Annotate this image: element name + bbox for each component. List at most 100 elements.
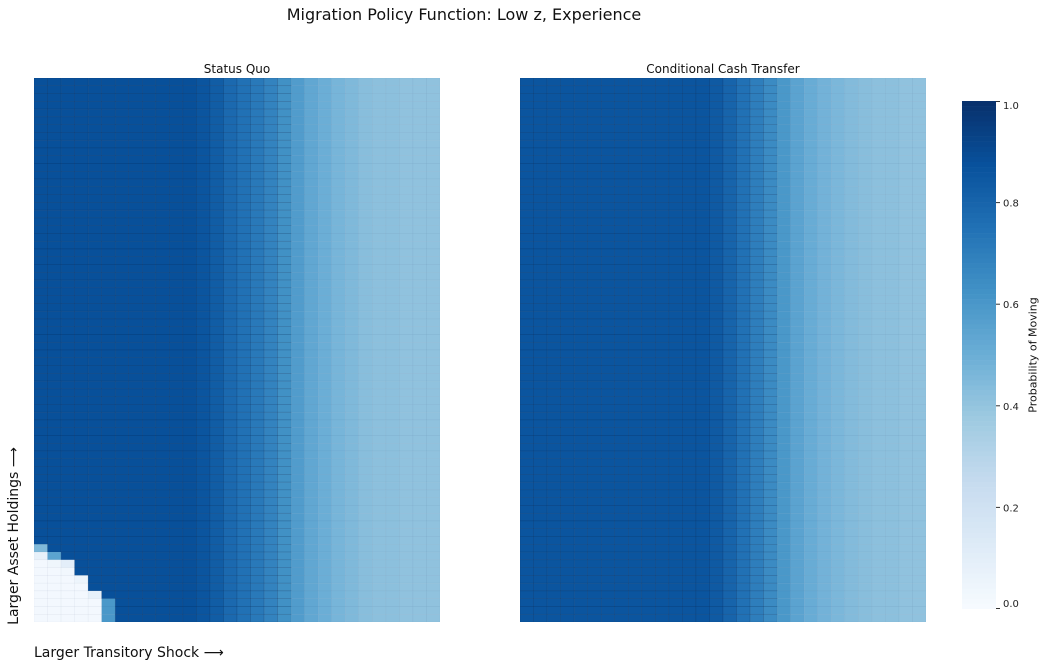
status-quo-cell [223,357,238,366]
cct-cell [682,411,697,421]
cct-cell [668,163,683,172]
status-quo-cell [114,544,130,553]
status-quo-cell [250,349,265,359]
cct-cell [695,108,710,118]
status-quo-cell [277,78,292,87]
status-quo-cell [34,178,48,188]
cct-cell [722,598,737,607]
status-quo-cell [399,497,414,506]
status-quo-cell [290,582,305,592]
status-quo-cell [182,396,197,405]
cct-cell [722,365,737,374]
status-quo-cell [385,163,400,172]
status-quo-cell [223,341,238,351]
status-quo-cell [169,373,184,382]
cct-cell [803,85,819,94]
cct-cell [776,404,791,413]
cct-cell [871,505,886,514]
status-quo-cell [317,240,333,250]
status-quo-cell [263,310,278,320]
cct-cell [858,124,873,133]
status-quo-cell [87,528,102,537]
status-quo-cell [128,481,143,491]
status-quo-cell [60,287,75,296]
status-quo-cell [114,380,130,390]
status-quo-cell [196,528,211,537]
cct-cell [520,505,534,514]
cct-cell [614,295,629,304]
status-quo-cell [101,357,116,366]
status-quo-cell [209,567,224,576]
cct-cell [573,419,588,429]
status-quo-cell [60,93,75,102]
status-quo-cell [34,101,48,110]
cct-cell [898,326,913,335]
cct-cell [614,225,629,234]
cct-cell [749,373,764,382]
status-quo-cell [277,613,292,622]
cct-cell [763,528,778,537]
status-quo-cell [128,582,143,592]
cct-cell [695,93,710,102]
cct-cell [614,178,629,188]
status-quo-cell [182,357,197,366]
cct-cell [885,450,900,460]
status-quo-cell [263,202,278,211]
colorbar-segment [962,476,996,483]
cct-cell [844,567,859,576]
cct-cell [790,240,805,250]
status-quo-cell [250,303,265,312]
status-quo-cell [142,590,157,599]
cct-cell [763,202,778,211]
cct-cell [736,551,751,561]
status-quo-cell [74,93,89,102]
status-quo-cell [114,536,130,545]
cct-cell [668,279,683,289]
cct-cell [736,388,751,397]
cct-cell [831,318,846,327]
colorbar-segment [962,192,996,198]
cct-cell [898,209,913,219]
cct-cell [560,116,575,125]
cct-cell [614,536,629,545]
status-quo-cell [358,396,373,405]
status-quo-cell [114,318,130,327]
cct-cell [533,85,548,94]
cct-cell [709,365,724,374]
status-quo-cell [345,357,360,366]
cct-cell [722,450,737,460]
cct-cell [912,310,926,320]
status-quo-cell [345,536,360,545]
cct-cell [803,310,819,320]
cct-cell [885,178,900,188]
status-quo-cell [399,458,414,467]
status-quo-cell [412,613,427,622]
status-quo-cell [169,287,184,296]
status-quo-cell [385,233,400,242]
status-quo-cell [290,567,305,576]
status-quo-cell [87,427,102,436]
cct-cell [709,101,724,110]
colorbar-segment [962,507,996,513]
status-quo-cell [101,567,116,576]
status-quo-cell [209,380,224,390]
cct-cell [628,450,643,460]
status-quo-cell [236,233,251,242]
status-quo-cell [128,443,143,452]
cct-cell [898,528,913,537]
cct-cell [817,171,832,180]
cct-cell [600,326,616,335]
status-quo-cell [372,334,387,343]
status-quo-cell [74,388,89,397]
cct-cell [600,124,616,133]
cct-cell [587,590,602,599]
status-quo-cell [128,334,143,343]
cct-cell [763,396,778,405]
cct-cell [641,171,656,180]
status-quo-cell [101,419,116,429]
status-quo-cell [399,411,414,421]
status-quo-cell [114,163,130,172]
cct-cell [641,419,656,429]
colorbar-segment [962,370,996,376]
status-quo-cell [182,419,197,429]
